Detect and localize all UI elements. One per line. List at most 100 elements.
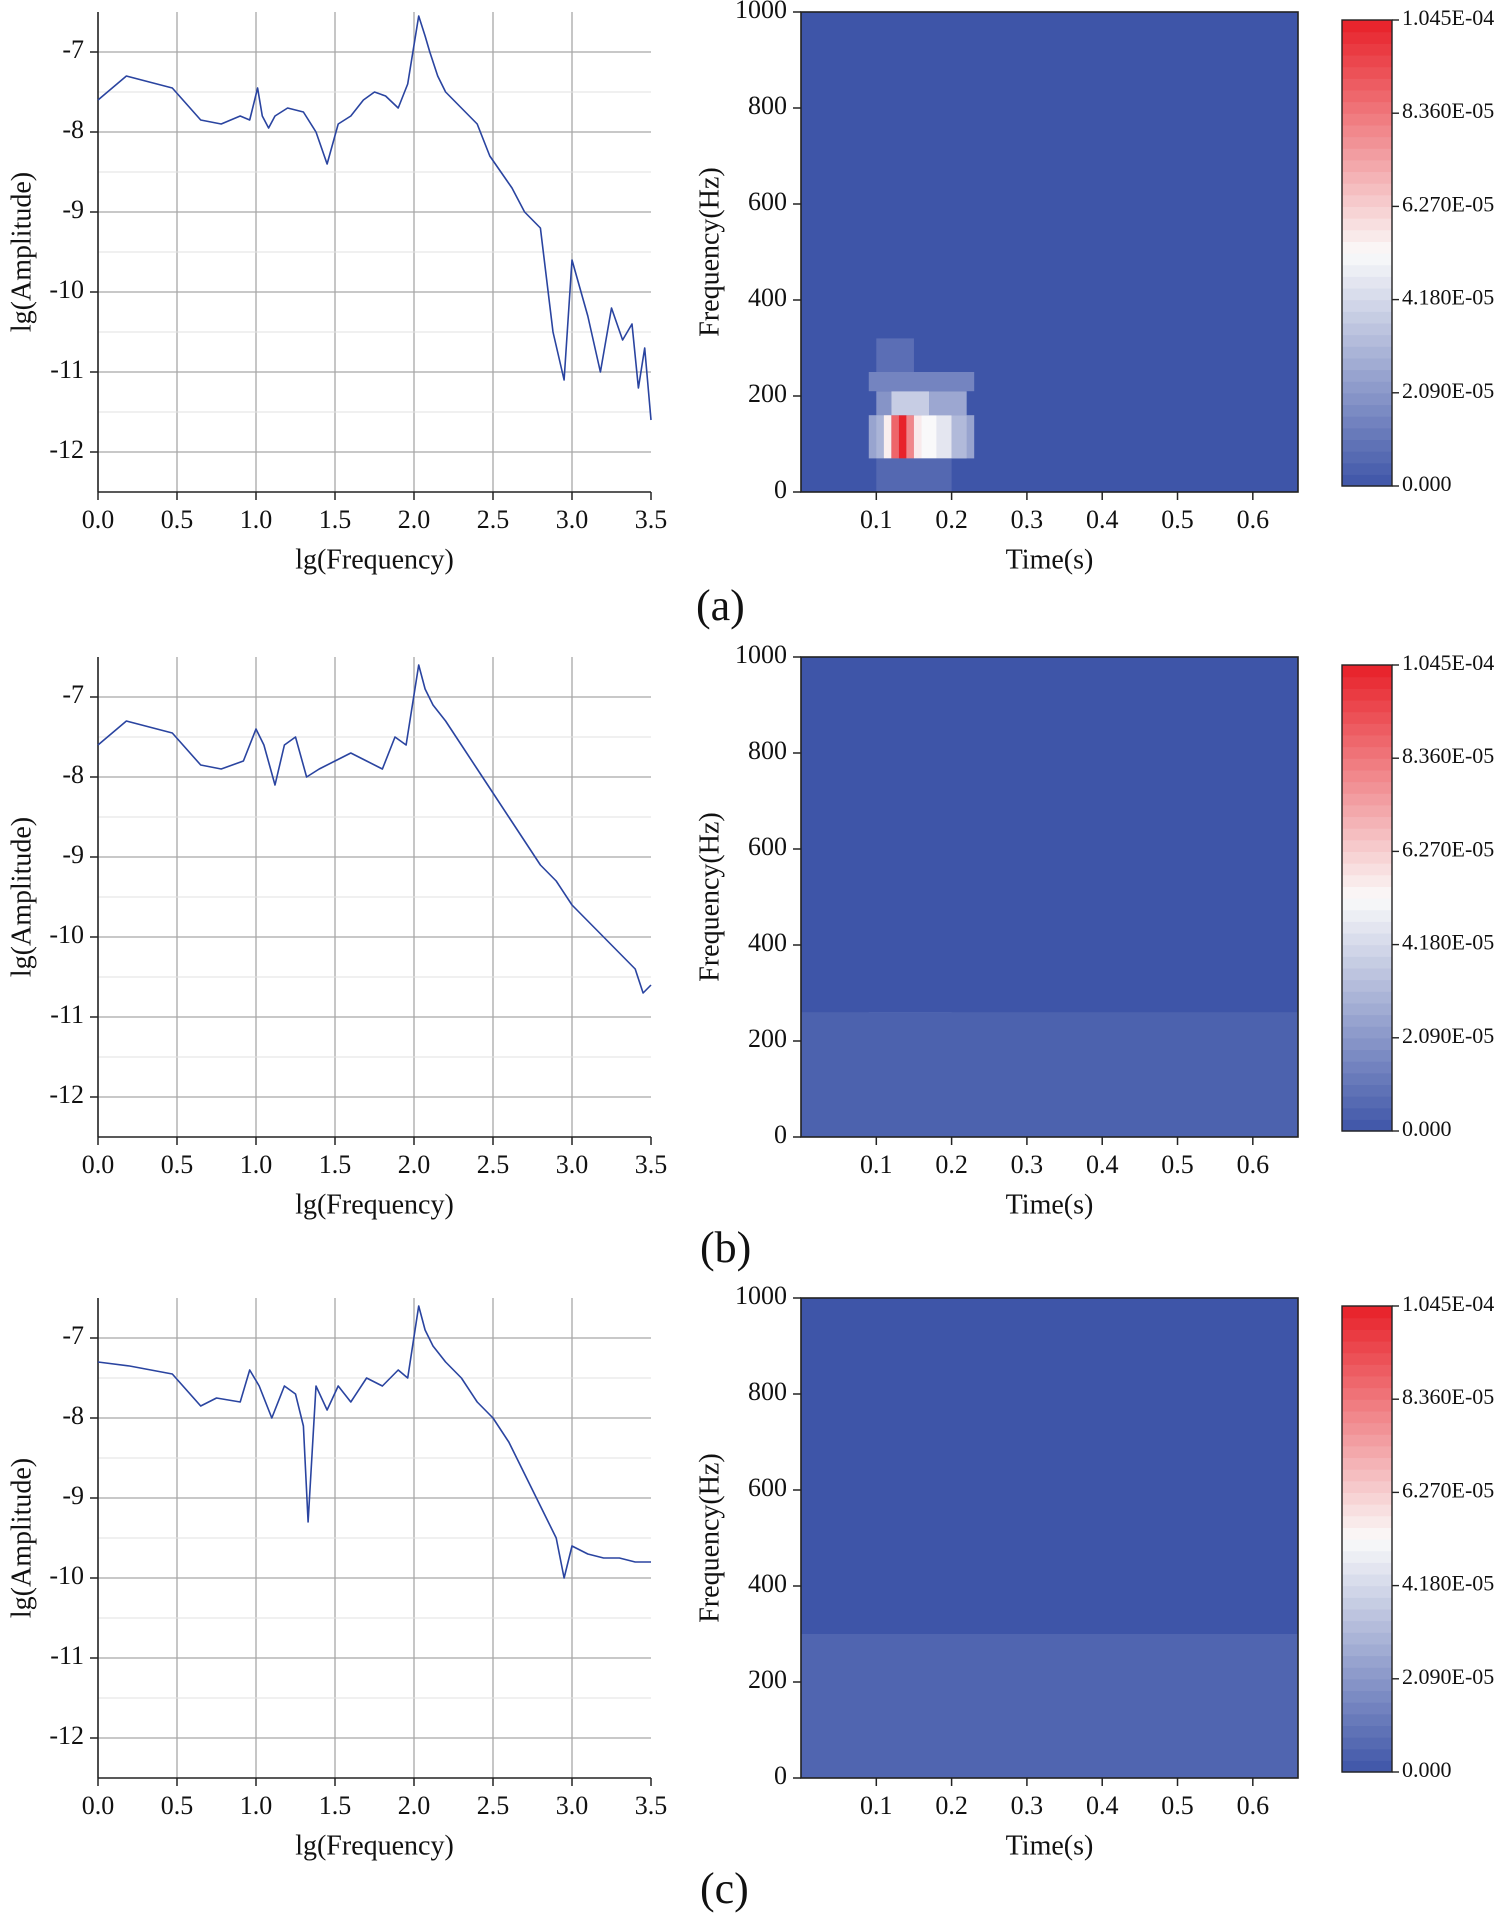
colorbar-step <box>1342 78 1392 91</box>
x-tick-label: 1.5 <box>319 1791 352 1820</box>
y-tick-label: -8 <box>62 115 84 144</box>
x-tick-label: 0.4 <box>1086 1791 1119 1820</box>
colorbar-step <box>1342 874 1392 887</box>
series-line <box>97 15 652 421</box>
y-tick-label: -12 <box>49 435 84 464</box>
colorbar-step <box>1342 124 1392 138</box>
x-tick-label: 3.5 <box>635 1150 668 1179</box>
colorbar-step <box>1342 699 1392 713</box>
colorbar-step <box>1342 1480 1392 1493</box>
y-tick-label: -10 <box>49 920 84 949</box>
colorbar-step <box>1342 1014 1392 1027</box>
x-tick-label: 1.0 <box>240 1791 273 1820</box>
heatmap-cell <box>801 1634 1298 1778</box>
colorbar-step <box>1342 451 1392 464</box>
y-axis-label: lg(Amplitude) <box>6 1458 37 1618</box>
colorbar-step <box>1342 1387 1392 1400</box>
y-tick-label: 200 <box>748 1665 787 1694</box>
colorbar-step <box>1342 1760 1392 1773</box>
colorbar-step <box>1342 1049 1392 1062</box>
colorbar-step <box>1342 322 1392 336</box>
x-axis-label: lg(Frequency) <box>295 1830 454 1861</box>
colorbar-step <box>1342 746 1392 759</box>
colorbar-step <box>1342 758 1392 771</box>
colorbar-step <box>1342 1725 1392 1738</box>
x-tick-label: 0.0 <box>82 1791 115 1820</box>
panel-label-c: (c) <box>700 1864 749 1913</box>
colorbar-step <box>1342 43 1392 56</box>
colorbar-step <box>1342 991 1392 1004</box>
colorbar-step <box>1342 886 1392 899</box>
x-tick-label: 0.6 <box>1237 1791 1270 1820</box>
x-tick-label: 3.5 <box>635 1791 668 1820</box>
colorbar-tick-label: 8.360E-05 <box>1402 743 1494 768</box>
y-tick-label: -11 <box>50 1641 84 1670</box>
colorbar-step <box>1342 194 1392 207</box>
y-tick-label: 1000 <box>735 0 787 24</box>
colorbar-step <box>1342 1492 1392 1505</box>
colorbar-step <box>1342 851 1392 864</box>
x-tick-label: 2.0 <box>398 505 431 534</box>
colorbar-step <box>1342 1702 1392 1715</box>
colorbar-step <box>1342 1469 1392 1482</box>
colorbar-step <box>1342 1445 1392 1459</box>
x-tick-label: 0.5 <box>1161 505 1194 534</box>
spectrum-chart-2: 0.0 0.5 1.0 1.5 2.0 2.5 3.0 3.5 -7 -8 -9 -10 -11 -12 l… <box>6 1298 667 1861</box>
x-tick-label: 0.4 <box>1086 505 1119 534</box>
y-tick-label: -10 <box>49 1561 84 1590</box>
y-tick-label: -10 <box>49 275 84 304</box>
y-tick-label: 400 <box>748 1569 787 1598</box>
y-tick-label: -12 <box>49 1721 84 1750</box>
x-tick-label: 2.0 <box>398 1150 431 1179</box>
colorbar-step <box>1342 1515 1392 1528</box>
series-line <box>97 1305 651 1579</box>
colorbar-step <box>1342 688 1392 701</box>
colorbar-frame <box>1341 19 1393 487</box>
colorbar-step <box>1342 404 1392 417</box>
y-tick-label: 1000 <box>735 1281 787 1310</box>
x-tick-label: 0.2 <box>935 1150 968 1179</box>
y-tick-label: -11 <box>50 1000 84 1029</box>
x-tick-label: 0.0 <box>82 1150 115 1179</box>
colorbar-step <box>1342 218 1392 231</box>
y-tick-label: 800 <box>748 91 787 120</box>
x-tick-label: 1.0 <box>240 1150 273 1179</box>
colorbar-step <box>1342 1573 1392 1587</box>
colorbar-step <box>1342 229 1392 242</box>
colorbar-step <box>1342 1317 1392 1330</box>
heatmap-cell <box>883 415 892 459</box>
heatmap-cell <box>876 338 914 372</box>
y-tick-label: -12 <box>49 1080 84 1109</box>
x-tick-label: 0.6 <box>1237 505 1270 534</box>
x-tick-label: 0.3 <box>1011 1150 1044 1179</box>
colorbar-step <box>1342 921 1392 934</box>
x-tick-label: 3.5 <box>635 505 668 534</box>
y-tick-label: 400 <box>748 283 787 312</box>
colorbar-step <box>1342 944 1392 957</box>
y-tick-label: 1000 <box>735 640 787 669</box>
y-tick-label: 200 <box>748 1024 787 1053</box>
colorbar-step <box>1342 1306 1392 1319</box>
colorbar-step <box>1342 1678 1392 1692</box>
x-tick-label: 0.1 <box>860 505 893 534</box>
colorbar-tick-label: 1.045E-04 <box>1402 5 1494 30</box>
y-tick-label: -11 <box>50 355 84 384</box>
colorbar-step <box>1342 311 1392 324</box>
x-tick-label: 2.0 <box>398 1791 431 1820</box>
x-tick-label: 1.0 <box>240 505 273 534</box>
x-tick-label: 2.5 <box>477 1150 510 1179</box>
colorbar-step <box>1342 101 1392 114</box>
colorbar-tick-label: 6.270E-05 <box>1402 191 1494 216</box>
colorbar-step <box>1342 665 1392 678</box>
y-tick-label: 600 <box>748 832 787 861</box>
plot-frame <box>800 656 1299 1138</box>
colorbar-step <box>1342 1632 1392 1645</box>
colorbar-tick-label: 1.045E-04 <box>1402 1291 1494 1316</box>
colorbar-step <box>1342 1748 1392 1761</box>
colorbar-step <box>1342 1119 1392 1132</box>
colorbar-step <box>1342 1457 1392 1470</box>
y-tick-label: 800 <box>748 1377 787 1406</box>
colorbar-step <box>1342 171 1392 184</box>
x-tick-label: 1.5 <box>319 505 352 534</box>
heatmap-cell <box>906 415 914 459</box>
